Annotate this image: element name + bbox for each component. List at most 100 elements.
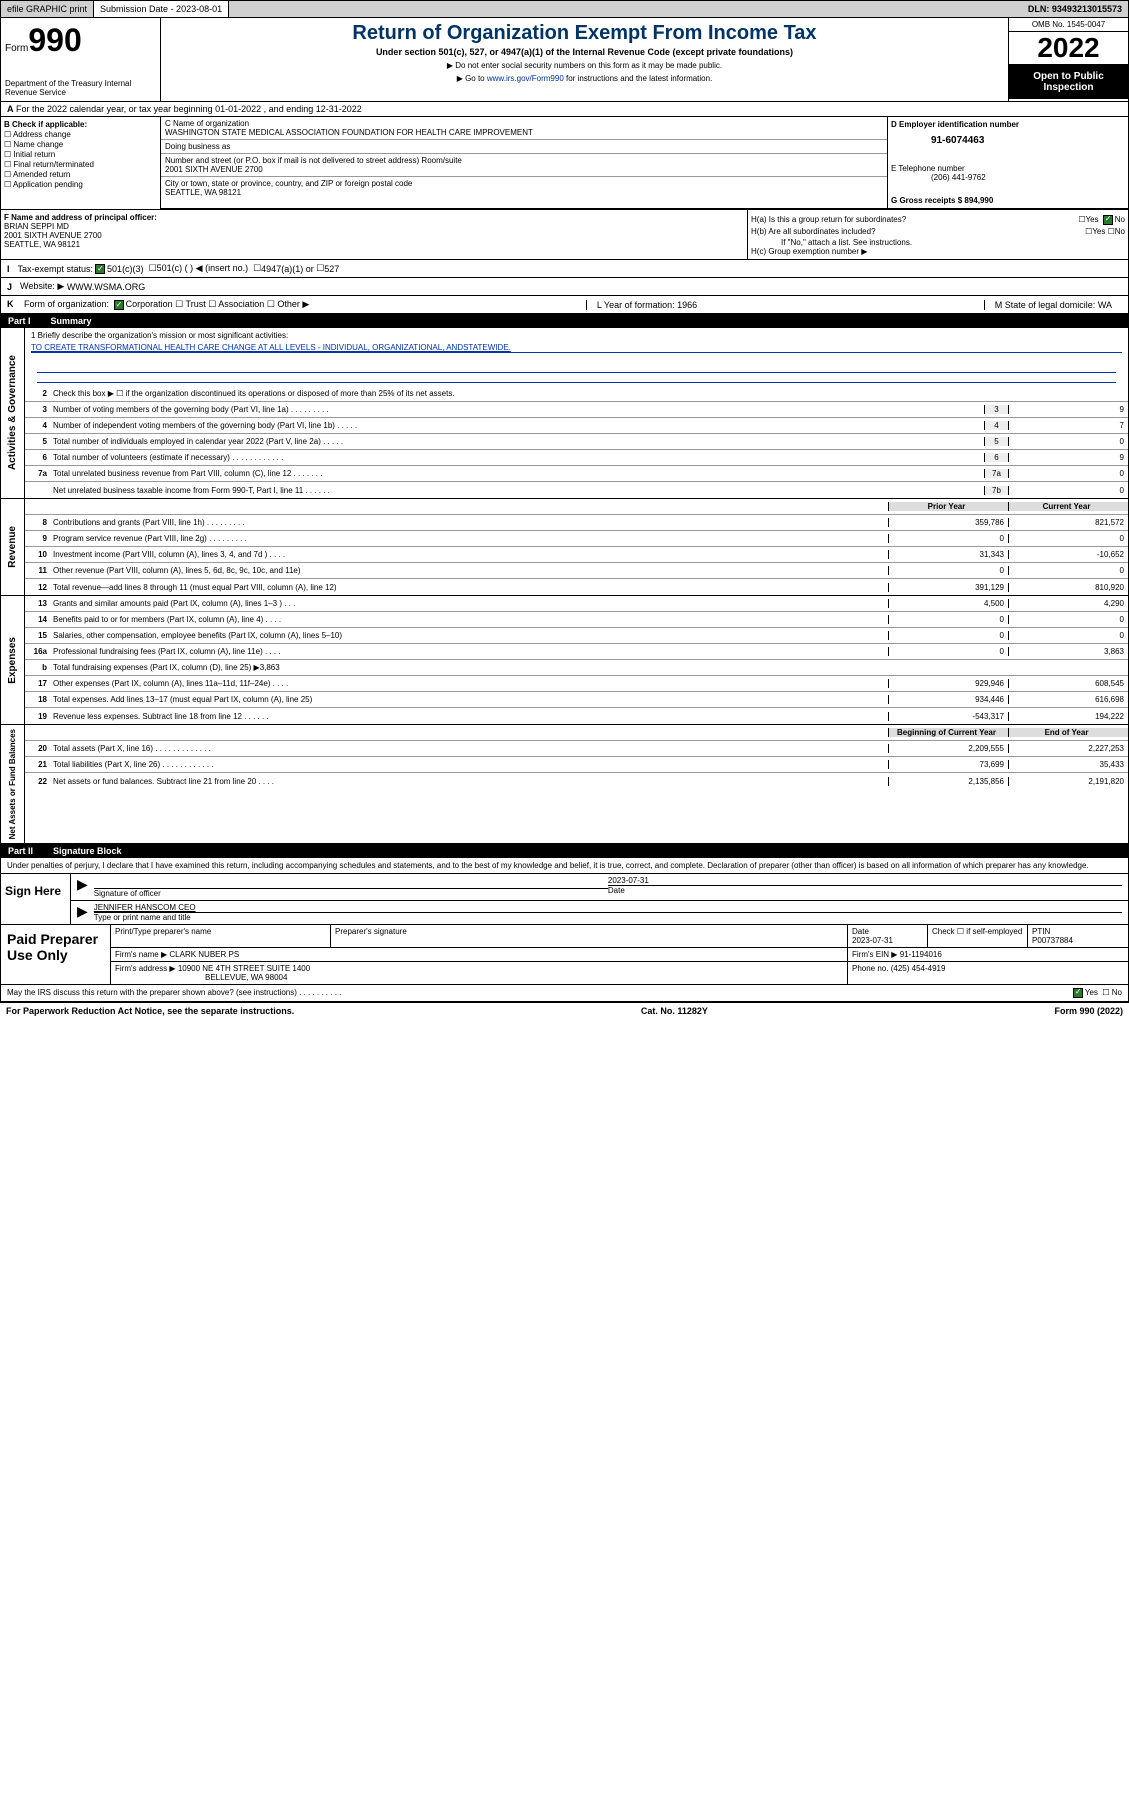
c-addr-block: Number and street (or P.O. box if mail i… [161,154,887,177]
gov-line-6: 6Total number of volunteers (estimate if… [25,450,1128,466]
vtab-expenses: Expenses [5,633,20,688]
col-cd: C Name of organization WASHINGTON STATE … [161,117,1128,209]
sig-officer-line: ▶ Signature of officer 2023-07-31Date [71,874,1128,901]
tel-label: E Telephone number [891,164,1125,173]
row-a: A For the 2022 calendar year, or tax yea… [0,102,1129,117]
col-d: D Employer identification number 91-6074… [888,117,1128,208]
org-city: SEATTLE, WA 98121 [165,188,883,197]
mission-text: TO CREATE TRANSFORMATIONAL HEALTH CARE C… [31,343,1122,353]
sig-name-line: ▶ JENNIFER HANSCOM CEOType or print name… [71,901,1128,924]
exp-line-16a: 16aProfessional fundraising fees (Part I… [25,644,1128,660]
h-b-note: If "No," attach a list. See instructions… [781,238,1125,247]
sign-here-row: Sign Here ▶ Signature of officer 2023-07… [1,873,1128,924]
block-net: Net Assets or Fund Balances Beginning of… [0,725,1129,844]
prep-r3: Firm's address ▶ 10900 NE 4TH STREET SUI… [111,962,1128,984]
row-j: J Website: ▶ WWW.WSMA.ORG [0,278,1129,296]
vtab-net: Net Assets or Fund Balances [6,725,19,843]
prep-r2: Firm's name ▶ CLARK NUBER PS Firm's EIN … [111,948,1128,962]
header-left: Form990 Department of the Treasury Inter… [1,18,161,101]
efile-label: efile GRAPHIC print [1,1,94,17]
gov-line-5: 5Total number of individuals employed in… [25,434,1128,450]
exp-line-13: 13Grants and similar amounts paid (Part … [25,596,1128,612]
irs-link[interactable]: www.irs.gov/Form990 [487,74,564,83]
exp-line-b: bTotal fundraising expenses (Part IX, co… [25,660,1128,676]
rev-line-9: 9Program service revenue (Part VIII, lin… [25,531,1128,547]
l-year: L Year of formation: 1966 [586,300,707,310]
row-klm: K Form of organization: Corporation ☐ Tr… [0,296,1129,314]
note-link: ▶ Go to www.irs.gov/Form990 for instruct… [165,74,1004,83]
preparer-row: Paid Preparer Use Only Print/Type prepar… [1,924,1128,984]
b-initial-return[interactable]: ☐ Initial return [4,150,157,159]
col-b: B Check if applicable: ☐ Address change … [1,117,161,209]
i-501c3-check [95,264,105,274]
section-fh: F Name and address of principal officer:… [0,210,1129,260]
gov-line-3: 3Number of voting members of the governi… [25,402,1128,418]
c-dba-block: Doing business as [161,140,887,154]
arrow-icon: ▶ [77,903,88,922]
rev-line-10: 10Investment income (Part VIII, column (… [25,547,1128,563]
part2-header: Part II Signature Block [0,844,1129,858]
ein-label: D Employer identification number [891,120,1125,129]
block-revenue: Revenue Prior YearCurrent Year 8Contribu… [0,499,1129,596]
row-i: I Tax-exempt status: 501(c)(3) ☐ 501(c) … [0,260,1129,278]
b-final-return[interactable]: ☐ Final return/terminated [4,160,157,169]
preparer-label: Paid Preparer Use Only [1,925,111,984]
tel-value: (206) 441-9762 [931,173,1125,182]
b-pending[interactable]: ☐ Application pending [4,180,157,189]
b-name-change[interactable]: ☐ Name change [4,140,157,149]
sig-intro: Under penalties of perjury, I declare th… [1,858,1128,873]
form-ref: Form 990 (2022) [1054,1006,1123,1016]
part1-header: Part I Summary [0,314,1129,328]
gross-receipts: G Gross receipts $ 894,990 [891,196,1125,205]
exp-line-15: 15Salaries, other compensation, employee… [25,628,1128,644]
officer-addr: 2001 SIXTH AVENUE 2700 [4,231,744,240]
form-subtitle: Under section 501(c), 527, or 4947(a)(1)… [165,47,1004,57]
section-bcd: B Check if applicable: ☐ Address change … [0,117,1129,210]
b-address-change[interactable]: ☐ Address change [4,130,157,139]
c-city-block: City or town, state or province, country… [161,177,887,199]
net-line-21: 21Total liabilities (Part X, line 26) . … [25,757,1128,773]
officer-typed-name: JENNIFER HANSCOM CEO [94,903,1122,912]
block-expenses: Expenses 13Grants and similar amounts pa… [0,596,1129,725]
form-number: Form990 [5,22,156,59]
exp-line-18: 18Total expenses. Add lines 13–17 (must … [25,692,1128,708]
gov-line-7b: Net unrelated business taxable income fr… [25,482,1128,498]
net-line-20: 20Total assets (Part X, line 16) . . . .… [25,741,1128,757]
vtab-revenue: Revenue [5,522,20,572]
rev-line-8: 8Contributions and grants (Part VIII, li… [25,515,1128,531]
rev-line-12: 12Total revenue—add lines 8 through 11 (… [25,579,1128,595]
header-mid: Return of Organization Exempt From Incom… [161,18,1008,101]
footer: For Paperwork Reduction Act Notice, see … [0,1002,1129,1019]
arrow-icon: ▶ [77,876,88,898]
h-b: H(b) Are all subordinates included?☐Yes … [751,227,1125,236]
form-title: Return of Organization Exempt From Incom… [165,22,1004,45]
b-heading: B Check if applicable: [4,120,157,129]
submission-date: Submission Date - 2023-08-01 [94,1,229,17]
ptin-value: P00737884 [1032,936,1073,945]
col-h: H(a) Is this a group return for subordin… [748,210,1128,259]
gov-line-4: 4Number of independent voting members of… [25,418,1128,434]
org-name: WASHINGTON STATE MEDICAL ASSOCIATION FOU… [165,128,883,137]
net-line-22: 22Net assets or fund balances. Subtract … [25,773,1128,789]
ein-value: 91-6074463 [931,135,1125,146]
col-c: C Name of organization WASHINGTON STATE … [161,117,888,208]
k-corp-check [114,300,124,310]
may-discuss-row: May the IRS discuss this return with the… [1,984,1128,1001]
ha-no-check [1103,215,1113,225]
signature-block: Under penalties of perjury, I declare th… [0,858,1129,1002]
sign-here-label: Sign Here [1,874,71,924]
dln: DLN: 93493213015573 [1022,1,1128,17]
header-right: OMB No. 1545-0047 2022 Open to Public In… [1008,18,1128,101]
firm-name: CLARK NUBER PS [169,950,239,959]
b-amended[interactable]: ☐ Amended return [4,170,157,179]
line-2: 2Check this box ▶ ☐ if the organization … [25,386,1128,402]
mission-block: 1 Briefly describe the organization's mi… [25,328,1128,386]
dept-label: Department of the Treasury Internal Reve… [5,79,156,97]
cat-no: Cat. No. 11282Y [641,1006,708,1016]
block-governance: Activities & Governance 1 Briefly descri… [0,328,1129,499]
exp-line-17: 17Other expenses (Part IX, column (A), l… [25,676,1128,692]
officer-city: SEATTLE, WA 98121 [4,240,744,249]
rev-line-11: 11Other revenue (Part VIII, column (A), … [25,563,1128,579]
vtab-governance: Activities & Governance [5,351,20,474]
firm-phone: (425) 454-4919 [891,964,946,973]
